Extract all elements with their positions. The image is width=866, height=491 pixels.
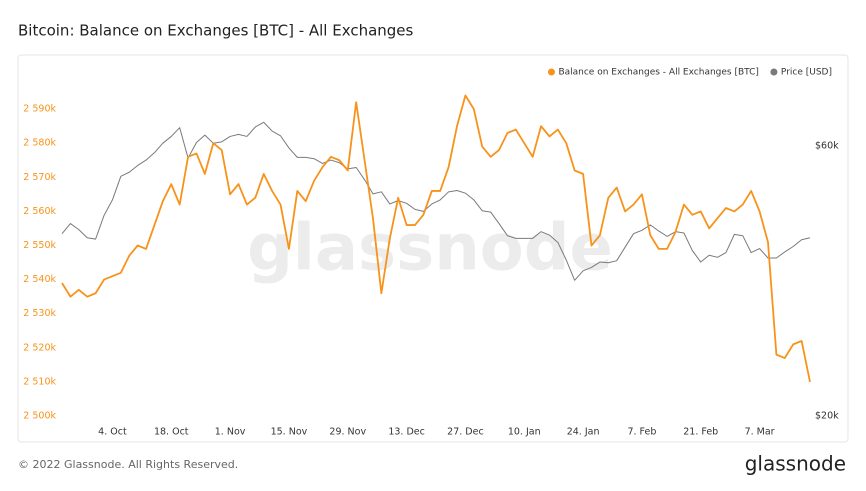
y-tick-label: 2 520k bbox=[23, 342, 56, 353]
y2-tick-label: $20k bbox=[815, 411, 839, 422]
legend-marker bbox=[770, 68, 778, 76]
chart-panel bbox=[17, 54, 849, 443]
y-tick-label: 2 570k bbox=[23, 172, 56, 183]
y-tick-label: 2 500k bbox=[23, 411, 56, 422]
y-tick-label: 2 510k bbox=[23, 376, 56, 387]
series-line bbox=[61, 94, 811, 383]
x-tick-label: 13. Dec bbox=[388, 427, 425, 438]
x-tick-label: 24. Jan bbox=[567, 427, 600, 438]
x-tick-label: 7. Feb bbox=[627, 427, 656, 438]
x-tick-label: 27. Dec bbox=[447, 427, 484, 438]
watermark: glassnode bbox=[247, 212, 613, 286]
legend-marker bbox=[547, 68, 555, 76]
x-tick-label: 10. Jan bbox=[508, 427, 541, 438]
y2-tick-label: $60k bbox=[815, 140, 839, 151]
x-tick-label: 15. Nov bbox=[271, 427, 308, 438]
footer: © 2022 Glassnode. All Rights Reserved. bbox=[18, 458, 238, 471]
x-tick-label: 18. Oct bbox=[154, 427, 189, 438]
legend-label: Price [USD] bbox=[781, 68, 832, 78]
logo: glassnode bbox=[745, 452, 846, 476]
x-tick-label: 29. Nov bbox=[329, 427, 366, 438]
y-tick-label: 2 580k bbox=[23, 138, 56, 149]
x-tick-label: 1. Nov bbox=[215, 427, 246, 438]
series-line bbox=[61, 121, 811, 281]
legend-label: Balance on Exchanges - All Exchanges [BT… bbox=[558, 68, 758, 78]
y-tick-label: 2 530k bbox=[23, 308, 56, 319]
x-tick-label: 21. Feb bbox=[683, 427, 718, 438]
x-tick-label: 7. Mar bbox=[745, 427, 775, 438]
chart-title: Bitcoin: Balance on Exchanges [BTC] - Al… bbox=[18, 22, 414, 40]
x-tick-label: 4. Oct bbox=[98, 427, 127, 438]
y-tick-label: 2 540k bbox=[23, 274, 56, 285]
y-tick-label: 2 560k bbox=[23, 206, 56, 217]
y-tick-label: 2 590k bbox=[23, 104, 56, 115]
y-tick-label: 2 550k bbox=[23, 240, 56, 251]
